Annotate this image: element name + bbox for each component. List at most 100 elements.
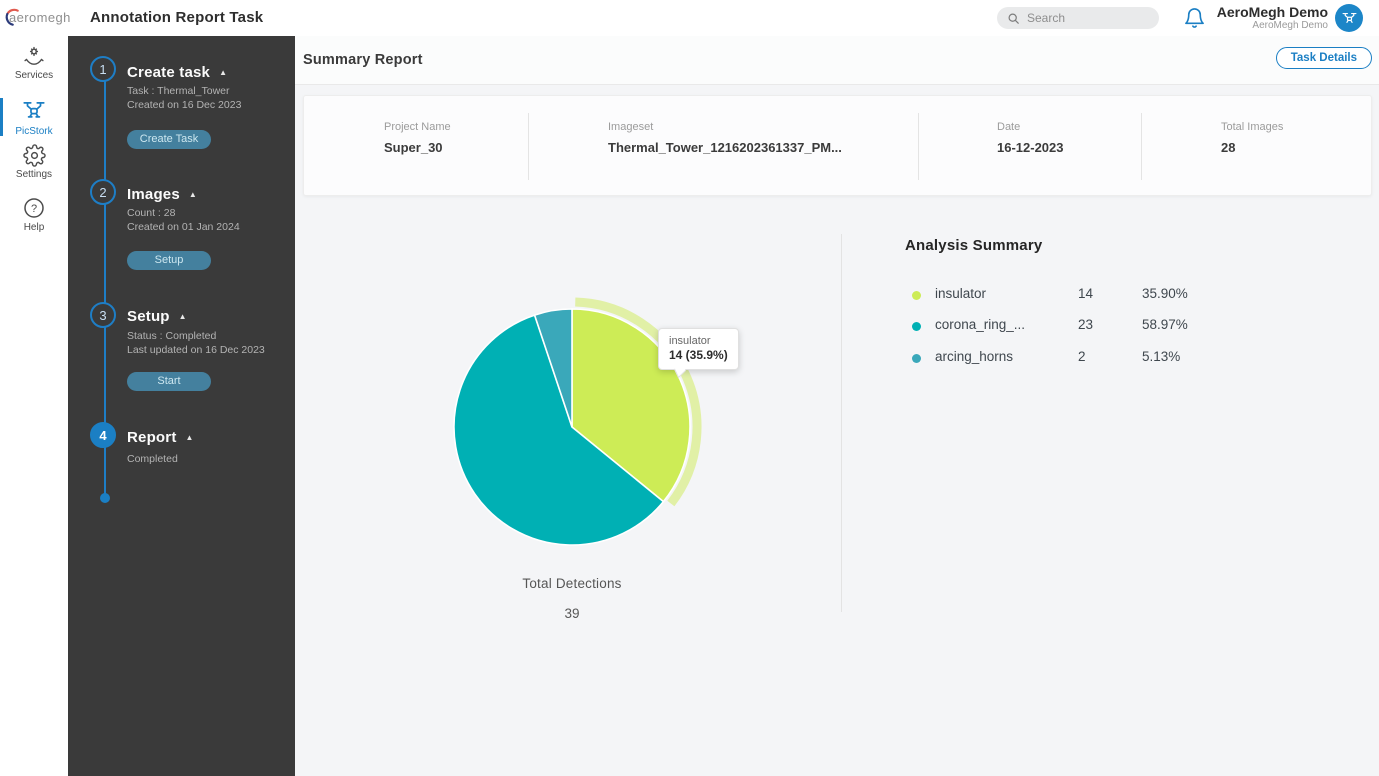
search-input[interactable]: [1027, 11, 1137, 25]
step-3-header[interactable]: Setup ▲: [127, 308, 187, 325]
step-3-title: Setup: [127, 308, 170, 325]
setup-button[interactable]: Setup: [127, 251, 211, 270]
collapse-icon: ▲: [188, 190, 198, 199]
legend-row-corona-ring[interactable]: corona_ring_... 23 58.97%: [905, 317, 1205, 335]
step-3-details: Status : Completed Last updated on 16 De…: [127, 329, 265, 357]
step-4-header[interactable]: Report ▲: [127, 429, 194, 446]
task-steps-sidebar: 1 Create task ▲ Task : Thermal_Tower Crea…: [68, 36, 295, 776]
rail-label-services: Services: [14, 70, 54, 81]
picstork-drone-icon: [23, 102, 45, 118]
services-icon: [24, 46, 44, 65]
user-subtitle: AeroMegh Demo: [1252, 20, 1328, 31]
collapse-icon: ▲: [178, 312, 187, 321]
field-value: 28: [1221, 140, 1236, 155]
rail-item-settings[interactable]: Settings: [0, 144, 68, 180]
tooltip-value: 14 (35.9%): [669, 348, 728, 362]
analysis-summary-title: Analysis Summary: [905, 237, 1043, 254]
summary-card: Project Name Super_30 Imageset Thermal_T…: [303, 95, 1372, 196]
chart-section-divider: [841, 234, 842, 612]
step-1-details: Task : Thermal_Tower Created on 16 Dec 2…: [127, 84, 241, 112]
page-title: Annotation Report Task: [90, 9, 264, 26]
card-divider: [918, 113, 919, 180]
collapse-icon: ▲: [185, 433, 194, 442]
legend-dot: [912, 354, 921, 363]
avatar-drone-icon: [1342, 12, 1356, 23]
rail-item-services[interactable]: Services: [0, 44, 68, 81]
rail-label-settings: Settings: [15, 169, 53, 180]
step-4-details: Completed: [127, 452, 178, 466]
notifications-bell-icon[interactable]: [1183, 7, 1206, 30]
legend-label: insulator: [935, 286, 987, 301]
aeromegh-logo-arc-icon: [5, 8, 19, 26]
step-1-line1: Task : Thermal_Tower: [127, 85, 230, 97]
pie-slice-highlight: [575, 297, 702, 507]
task-details-button[interactable]: Task Details: [1275, 47, 1372, 69]
legend-percent: 58.97%: [1142, 317, 1188, 332]
step-4-title: Report: [127, 429, 177, 446]
step-2-circle: 2: [90, 179, 116, 205]
step-3-line1: Status : Completed: [127, 330, 217, 342]
tooltip-label: insulator: [669, 335, 711, 347]
steps-timeline: [104, 71, 106, 498]
left-icon-rail: Services PicStork Settings ? Help: [0, 36, 68, 776]
field-label: Imageset: [608, 121, 654, 133]
pie-slice-corona_ring_[interactable]: [453, 314, 665, 546]
aeromegh-logo[interactable]: aeromegh: [4, 7, 71, 27]
field-label: Date: [997, 121, 1021, 133]
rail-label-help: Help: [23, 222, 45, 233]
analysis-summary: Analysis Summary insulator 14 35.90% cor…: [905, 237, 1205, 364]
total-detections-label: Total Detections: [522, 576, 622, 591]
step-3-circle: 3: [90, 302, 116, 328]
step-1-title: Create task: [127, 64, 211, 81]
legend-label: corona_ring_...: [935, 317, 1026, 332]
step-2-line2: Created on 01 Jan 2024: [127, 221, 240, 233]
step-3-line2: Last updated on 16 Dec 2023: [127, 344, 265, 356]
timeline-end-dot: [100, 493, 110, 503]
legend-label: arcing_horns: [935, 349, 1014, 364]
chart-tooltip: insulator 14 (35.9%): [658, 328, 739, 379]
collapse-icon: ▲: [219, 68, 228, 77]
search-box[interactable]: [997, 7, 1159, 29]
start-button[interactable]: Start: [127, 372, 211, 391]
logo-text: aeromegh: [9, 9, 71, 25]
step-2-line1: Count : 28: [127, 207, 176, 219]
legend-dot: [912, 291, 921, 300]
field-value: Super_30: [384, 140, 443, 155]
card-divider: [1141, 113, 1142, 180]
rail-item-help[interactable]: ? Help: [0, 196, 68, 233]
summary-report-heading: Summary Report: [303, 52, 423, 68]
summary-report-header-row: Summary Report Task Details: [295, 36, 1379, 85]
field-label: Project Name: [384, 121, 451, 133]
search-icon: [1008, 13, 1019, 24]
avatar[interactable]: [1335, 4, 1363, 32]
field-value: Thermal_Tower_1216202361337_PM...: [608, 140, 842, 155]
top-bar: aeromegh Annotation Report Task AeroMegh…: [0, 0, 1379, 36]
user-name: AeroMegh Demo: [1216, 4, 1328, 20]
user-menu[interactable]: AeroMegh Demo AeroMegh Demo: [1200, 4, 1328, 32]
step-4-line1: Completed: [127, 453, 178, 465]
legend-count: 23: [1078, 317, 1094, 332]
pie-slice-arcing_horns[interactable]: [533, 308, 573, 428]
main-content: Summary Report Task Details Project Name…: [295, 36, 1379, 776]
svg-text:?: ?: [31, 203, 37, 215]
step-1-header[interactable]: Create task ▲: [127, 64, 227, 81]
step-4-circle: 4: [90, 422, 116, 448]
legend-count: 14: [1078, 286, 1094, 301]
rail-item-picstork[interactable]: PicStork: [0, 98, 68, 137]
legend-percent: 35.90%: [1142, 286, 1188, 301]
step-2-header[interactable]: Images ▲: [127, 186, 197, 203]
card-divider: [528, 113, 529, 180]
legend-row-arcing-horns[interactable]: arcing_horns 2 5.13%: [905, 349, 1205, 367]
active-nav-indicator: [0, 98, 3, 136]
legend-row-insulator[interactable]: insulator 14 35.90%: [905, 286, 1205, 304]
legend-count: 2: [1078, 349, 1086, 364]
step-1-circle: 1: [90, 56, 116, 82]
help-icon: ?: [24, 198, 44, 218]
rail-label-picstork: PicStork: [15, 126, 53, 137]
create-task-button[interactable]: Create Task: [127, 130, 211, 149]
legend-dot: [912, 322, 921, 331]
legend-percent: 5.13%: [1142, 349, 1181, 364]
step-2-details: Count : 28 Created on 01 Jan 2024: [127, 206, 240, 234]
step-2-title: Images: [127, 186, 180, 203]
field-label: Total Images: [1221, 121, 1284, 133]
